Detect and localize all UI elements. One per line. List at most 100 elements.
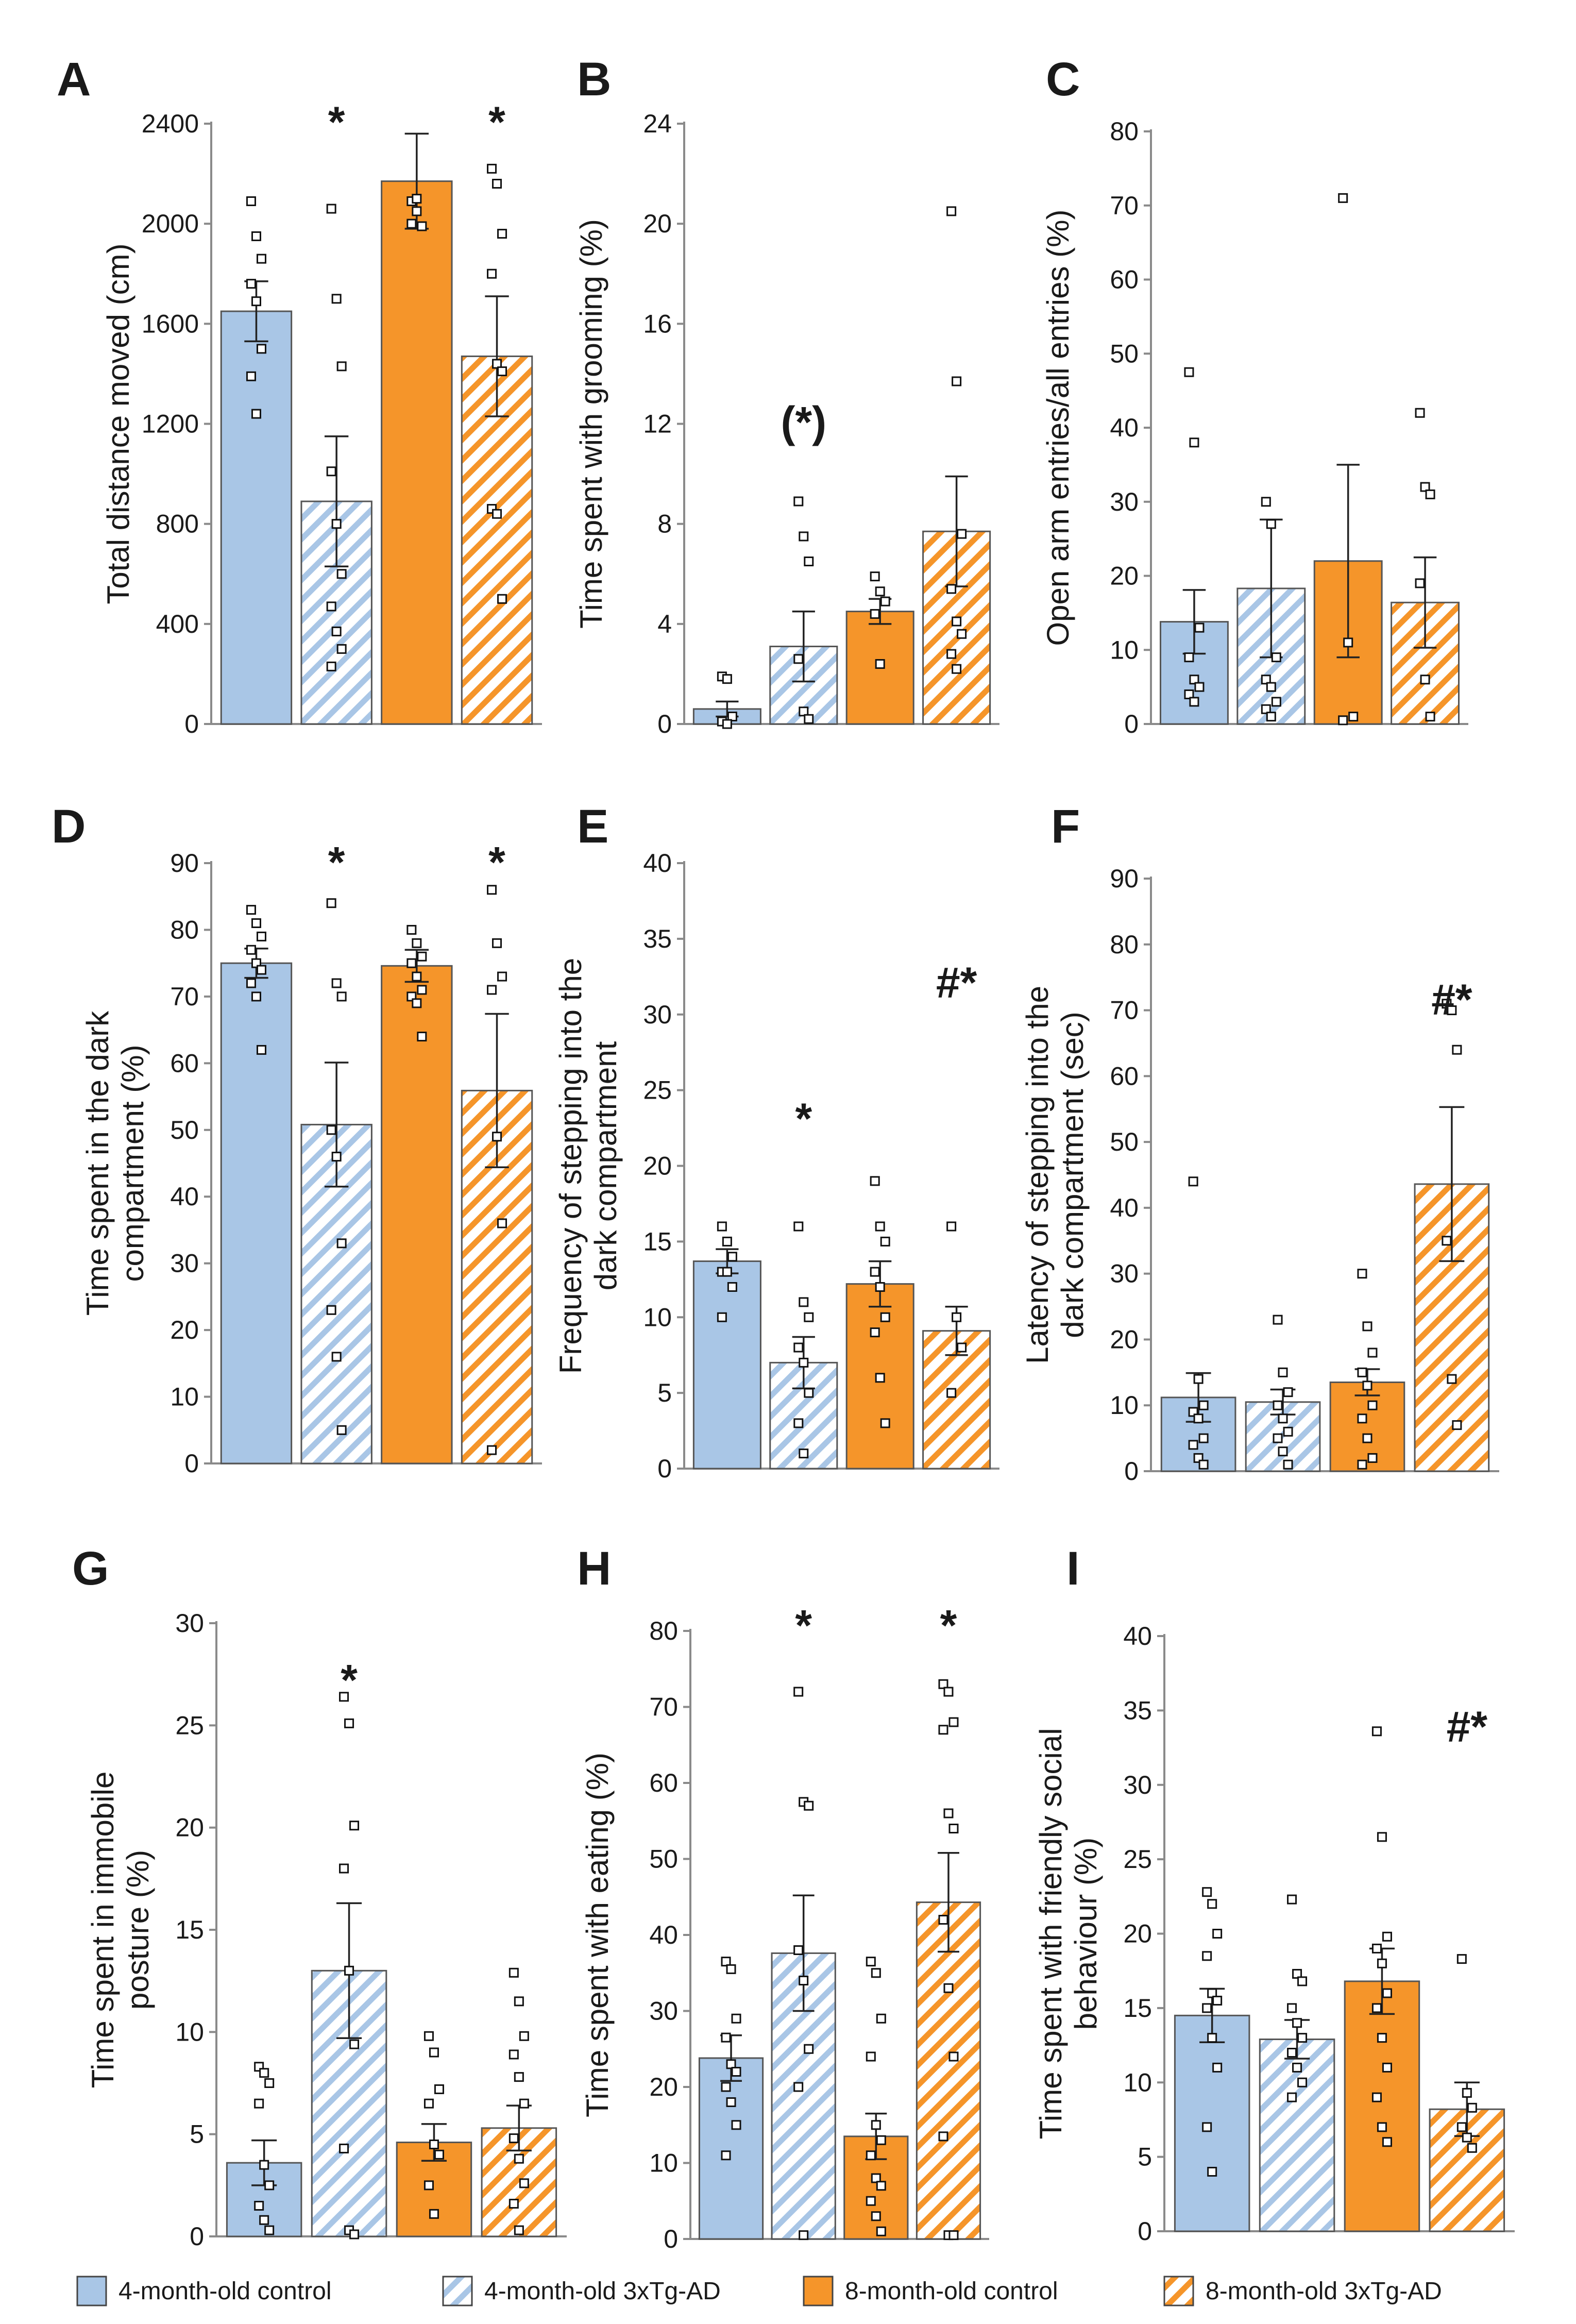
data-point: [264, 2180, 275, 2191]
data-point: [1273, 1315, 1283, 1325]
y-tick-label: 80: [170, 915, 199, 944]
data-point: [804, 1388, 814, 1398]
data-point: [880, 1312, 890, 1322]
data-point: [1297, 1976, 1308, 1986]
y-tick-label: 30: [1110, 1259, 1139, 1288]
data-point: [946, 584, 957, 594]
data-point: [487, 985, 497, 995]
data-point: [948, 2051, 959, 2062]
bar-c8: [381, 180, 453, 725]
data-point: [1456, 1954, 1467, 1964]
data-point: [875, 1373, 885, 1383]
data-point: [952, 664, 962, 674]
data-point: [331, 626, 342, 636]
data-point: [492, 938, 502, 948]
legend-label: 8-month-old control: [845, 2278, 1058, 2305]
data-point: [1382, 2062, 1392, 2073]
data-point: [492, 179, 502, 189]
y-tick-label: 4: [657, 610, 672, 638]
y-tick-label: 0: [657, 1454, 672, 1483]
data-point: [344, 1965, 354, 1976]
data-point: [1292, 2062, 1302, 2073]
y-tick-label: 1600: [142, 309, 199, 338]
panel-b: B 0 4 8 12 16 20 24 Time spent with grooming (%)…: [574, 53, 999, 738]
y-tick-label: 30: [1110, 487, 1139, 516]
data-point: [487, 885, 497, 895]
y-tick-label: 16: [643, 309, 672, 338]
y-tick-label: 60: [170, 1049, 199, 1077]
data-point: [417, 221, 427, 231]
data-point: [256, 344, 266, 354]
data-point: [799, 1449, 809, 1459]
data-point: [1207, 2033, 1217, 2043]
data-point: [339, 1863, 349, 1874]
panel-letter: E: [577, 800, 608, 853]
data-point: [876, 2135, 886, 2145]
data-point: [1456, 2122, 1467, 2132]
data-point: [423, 2098, 434, 2109]
data-point: [727, 1252, 737, 1262]
data-point: [1362, 1380, 1372, 1391]
legend-swatch: [1163, 2276, 1194, 2306]
data-point: [519, 2178, 529, 2188]
data-point: [1184, 367, 1194, 377]
y-axis-label: Open arm entries/all entries (%): [1041, 210, 1075, 646]
y-tick-label: 24: [643, 109, 672, 138]
data-point: [793, 496, 804, 507]
data-point: [870, 1176, 880, 1186]
data-point: [1271, 652, 1281, 663]
data-point: [256, 1045, 266, 1055]
significance-marker: *: [328, 838, 345, 886]
data-point: [1467, 2143, 1477, 2153]
data-point: [339, 1692, 349, 1702]
data-point: [349, 1821, 360, 1831]
y-tick-label: 40: [1110, 1193, 1139, 1222]
legend-label: 4-month-old 3xTg-AD: [484, 2278, 721, 2305]
y-tick-label: 70: [170, 982, 199, 1011]
data-point: [1452, 1045, 1462, 1055]
bar-c4: [220, 962, 293, 1464]
legend-item-c8: 8-month-old control: [803, 2276, 1058, 2306]
data-point: [799, 1976, 809, 1985]
y-tick-label: 20: [175, 1813, 204, 1842]
data-point: [871, 2211, 881, 2221]
data-point: [1442, 1236, 1452, 1246]
data-point: [246, 978, 256, 988]
data-point: [1202, 1951, 1212, 1961]
y-tick-label: 0: [1138, 2217, 1152, 2246]
data-point: [1343, 637, 1353, 648]
data-point: [875, 1221, 885, 1232]
data-point: [721, 2032, 731, 2043]
panel-letter: I: [1066, 1542, 1080, 1595]
data-point: [509, 2133, 519, 2144]
data-point: [514, 2225, 524, 2235]
y-tick-label: 10: [1110, 1391, 1139, 1420]
data-point: [1202, 2003, 1212, 2013]
y-tick-label: 40: [1110, 413, 1139, 442]
y-axis-label: Time spent in the darkcompartment (%): [80, 1011, 150, 1316]
bar-c4: [698, 2057, 764, 2240]
data-point: [246, 905, 256, 915]
data-point: [938, 1725, 948, 1735]
panel-e: E 0 5 10 15 20 25 30 35 40 Frequency of stepping i…: [553, 800, 999, 1483]
data-point: [866, 2150, 876, 2161]
y-tick-label: 20: [649, 2073, 678, 2101]
data-point: [804, 556, 814, 566]
y-tick-label: 0: [664, 2225, 678, 2253]
data-point: [1382, 2137, 1392, 2147]
data-point: [722, 1267, 732, 1277]
data-point: [1371, 1943, 1382, 1953]
data-point: [344, 1718, 354, 1728]
data-point: [799, 1297, 809, 1307]
data-point: [259, 2068, 269, 2078]
data-point: [406, 958, 417, 968]
data-point: [952, 376, 962, 386]
y-tick-label: 0: [657, 710, 672, 738]
panel-letter: C: [1046, 53, 1080, 106]
data-point: [1261, 704, 1271, 714]
data-point: [487, 268, 497, 279]
y-tick-label: 25: [1123, 1845, 1152, 1874]
data-point: [1357, 1459, 1367, 1470]
y-tick-label: 70: [1110, 996, 1139, 1025]
